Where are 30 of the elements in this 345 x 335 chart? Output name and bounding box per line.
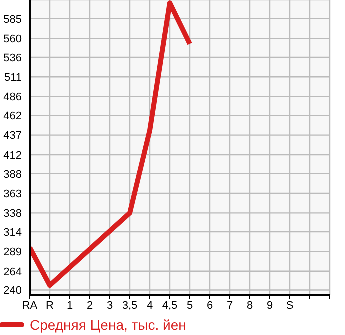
x-tick-label: S [286,300,294,312]
y-tick-label: 560 [4,33,22,46]
y-tick-label: 437 [4,130,22,142]
y-tick-label: 536 [4,52,22,64]
x-tick-label: 7 [226,300,234,312]
x-tick-label: 3 [106,300,114,312]
x-tick-label: 4 [146,300,154,312]
x-tick-label: 5 [186,300,194,312]
y-tick-label: 264 [4,266,22,278]
x-tick-label: R [46,300,54,312]
x-tick-label: 6 [206,300,214,312]
x-tick-label: 4,5 [162,300,178,312]
x-tick-label: 2 [86,300,94,312]
y-tick-label: 412 [4,150,22,162]
y-tick-label: 486 [4,92,22,104]
y-tick-label: 289 [4,246,22,259]
x-tick-label: 1 [66,300,74,312]
y-tick-label: 363 [4,188,22,200]
x-tick-label: 8 [246,300,254,312]
y-tick-label: 314 [4,226,22,239]
y-tick-label: 388 [4,168,22,181]
x-tick-label: 9 [266,300,274,312]
x-tick-label: 3,5 [122,300,138,312]
y-tick-label: 585 [4,14,22,26]
legend-label: Средняя Цена, тыс. йен [30,317,186,333]
x-tick-label: RA [22,300,38,312]
y-tick-label: 240 [4,285,22,298]
y-tick-label: 338 [4,208,22,220]
y-tick-label: 511 [4,72,22,84]
y-tick-label: 462 [4,110,22,123]
